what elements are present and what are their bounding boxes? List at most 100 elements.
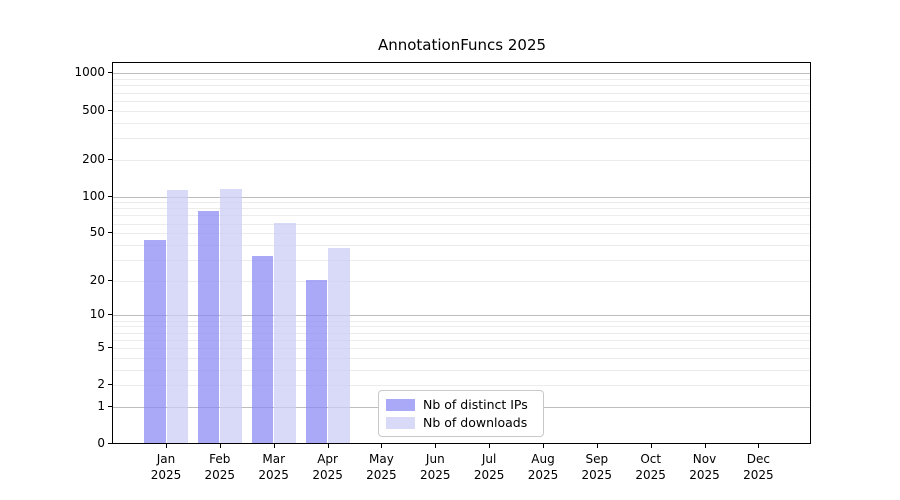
x-tick-month-jul: Jul (481, 452, 497, 466)
x-tick-mark-oct (650, 444, 652, 448)
y-tick-mark-2 (108, 384, 112, 386)
gridline-minor-9 (113, 320, 810, 322)
x-tick-label-jan: Jan 2025 (134, 451, 198, 483)
gridline-minor-3 (113, 369, 810, 371)
legend-label-downloads: Nb of downloads (423, 415, 528, 430)
legend-label-distinct-ips: Nb of distinct IPs (423, 397, 528, 412)
y-tick-label-1000: 1000 (74, 65, 105, 80)
y-tick-mark-1 (108, 405, 112, 407)
y-tick-label-10: 10 (89, 307, 105, 322)
x-tick-month-dec: Dec (746, 452, 770, 466)
gridline-minor-40 (113, 244, 810, 246)
x-tick-label-jun: Jun 2025 (403, 451, 467, 483)
x-tick-month-jun: Jun (425, 452, 445, 466)
y-tick-label-2: 2 (97, 377, 105, 392)
bar-downloads-apr (328, 247, 350, 443)
gridline-minor-2 (113, 385, 810, 387)
legend-swatch-distinct-ips (386, 399, 415, 411)
chart-title: AnnotationFuncs 2025 (377, 36, 547, 54)
x-tick-year-apr: 2025 (312, 468, 343, 482)
gridline-minor-200 (113, 159, 810, 161)
x-tick-mark-dec (758, 444, 760, 448)
x-tick-label-sep: Sep 2025 (565, 451, 629, 483)
legend-item-distinct-ips: Nb of distinct IPs (386, 396, 535, 414)
y-tick-mark-0 (108, 443, 112, 444)
gridline-minor-70 (113, 215, 810, 217)
y-tick-mark-20 (108, 279, 112, 281)
bar-downloads-mar (274, 222, 296, 443)
y-tick-label-1: 1 (97, 398, 105, 413)
x-tick-year-jun: 2025 (420, 468, 451, 482)
x-tick-year-mar: 2025 (258, 468, 289, 482)
gridline-minor-600 (113, 100, 810, 102)
x-tick-mark-jun (435, 444, 437, 448)
x-tick-year-nov: 2025 (689, 468, 720, 482)
y-tick-mark-10 (108, 314, 112, 316)
bar-downloads-jan (166, 190, 188, 443)
gridline-minor-4 (113, 357, 810, 359)
gridline-minor-80 (113, 208, 810, 210)
gridline-minor-20 (113, 280, 810, 282)
gridline-major-1000 (113, 73, 810, 75)
gridline-minor-8 (113, 326, 810, 328)
legend-swatch-downloads (386, 417, 415, 429)
x-tick-month-aug: Aug (531, 452, 555, 466)
x-tick-label-may: May 2025 (349, 451, 413, 483)
y-tick-label-100: 100 (82, 188, 105, 203)
gridline-minor-50 (113, 233, 810, 235)
x-tick-month-nov: Nov (692, 452, 717, 466)
x-tick-month-oct: Oct (640, 452, 662, 466)
x-tick-mark-nov (704, 444, 706, 448)
legend-item-downloads: Nb of downloads (386, 414, 535, 432)
x-tick-mark-jul (489, 444, 491, 448)
y-tick-label-50: 50 (89, 225, 105, 240)
gridline-minor-300 (113, 137, 810, 139)
x-tick-label-aug: Aug 2025 (511, 451, 575, 483)
y-tick-mark-50 (108, 232, 112, 234)
y-tick-label-200: 200 (82, 151, 105, 166)
gridline-minor-30 (113, 259, 810, 261)
gridline-minor-700 (113, 92, 810, 94)
x-tick-mark-mar (273, 444, 275, 448)
bar-distinct-ips-mar (251, 255, 274, 443)
y-tick-mark-200 (108, 158, 112, 160)
x-tick-label-nov: Nov 2025 (673, 451, 737, 483)
plot-area (112, 62, 811, 444)
y-tick-mark-100 (108, 195, 112, 197)
x-tick-year-sep: 2025 (581, 468, 613, 482)
x-tick-year-jan: 2025 (150, 468, 182, 482)
y-tick-label-5: 5 (97, 339, 105, 354)
y-tick-mark-5 (108, 346, 112, 348)
x-tick-label-oct: Oct 2025 (619, 451, 683, 483)
x-tick-label-mar: Mar 2025 (242, 451, 306, 483)
gridline-minor-90 (113, 202, 810, 204)
x-tick-year-aug: 2025 (527, 468, 559, 482)
gridline-major-100 (113, 196, 810, 198)
gridline-minor-400 (113, 122, 810, 124)
y-tick-label-500: 500 (82, 102, 105, 117)
x-tick-year-jul: 2025 (473, 468, 505, 482)
x-tick-year-oct: 2025 (635, 468, 666, 482)
x-tick-label-apr: Apr 2025 (296, 451, 360, 483)
x-tick-month-apr: Apr (317, 452, 338, 466)
x-tick-year-dec: 2025 (743, 468, 774, 482)
y-tick-mark-1000 (108, 72, 112, 74)
x-tick-mark-feb (219, 444, 221, 448)
x-tick-month-jan: Jan (156, 452, 176, 466)
x-tick-mark-sep (596, 444, 598, 448)
gridline-minor-800 (113, 85, 810, 87)
x-tick-year-may: 2025 (366, 468, 397, 482)
bar-distinct-ips-apr (305, 279, 328, 443)
y-tick-label-0: 0 (97, 436, 105, 450)
x-tick-month-mar: Mar (262, 452, 285, 466)
bar-downloads-feb (220, 189, 242, 443)
gridline-minor-6 (113, 339, 810, 341)
x-tick-mark-aug (543, 444, 544, 448)
x-tick-mark-may (381, 444, 383, 448)
legend: Nb of distinct IPs Nb of downloads (378, 390, 544, 437)
x-tick-label-jul: Jul 2025 (457, 451, 521, 483)
y-tick-mark-500 (108, 109, 112, 111)
gridline-minor-500 (113, 110, 810, 112)
x-tick-month-feb: Feb (209, 452, 231, 466)
